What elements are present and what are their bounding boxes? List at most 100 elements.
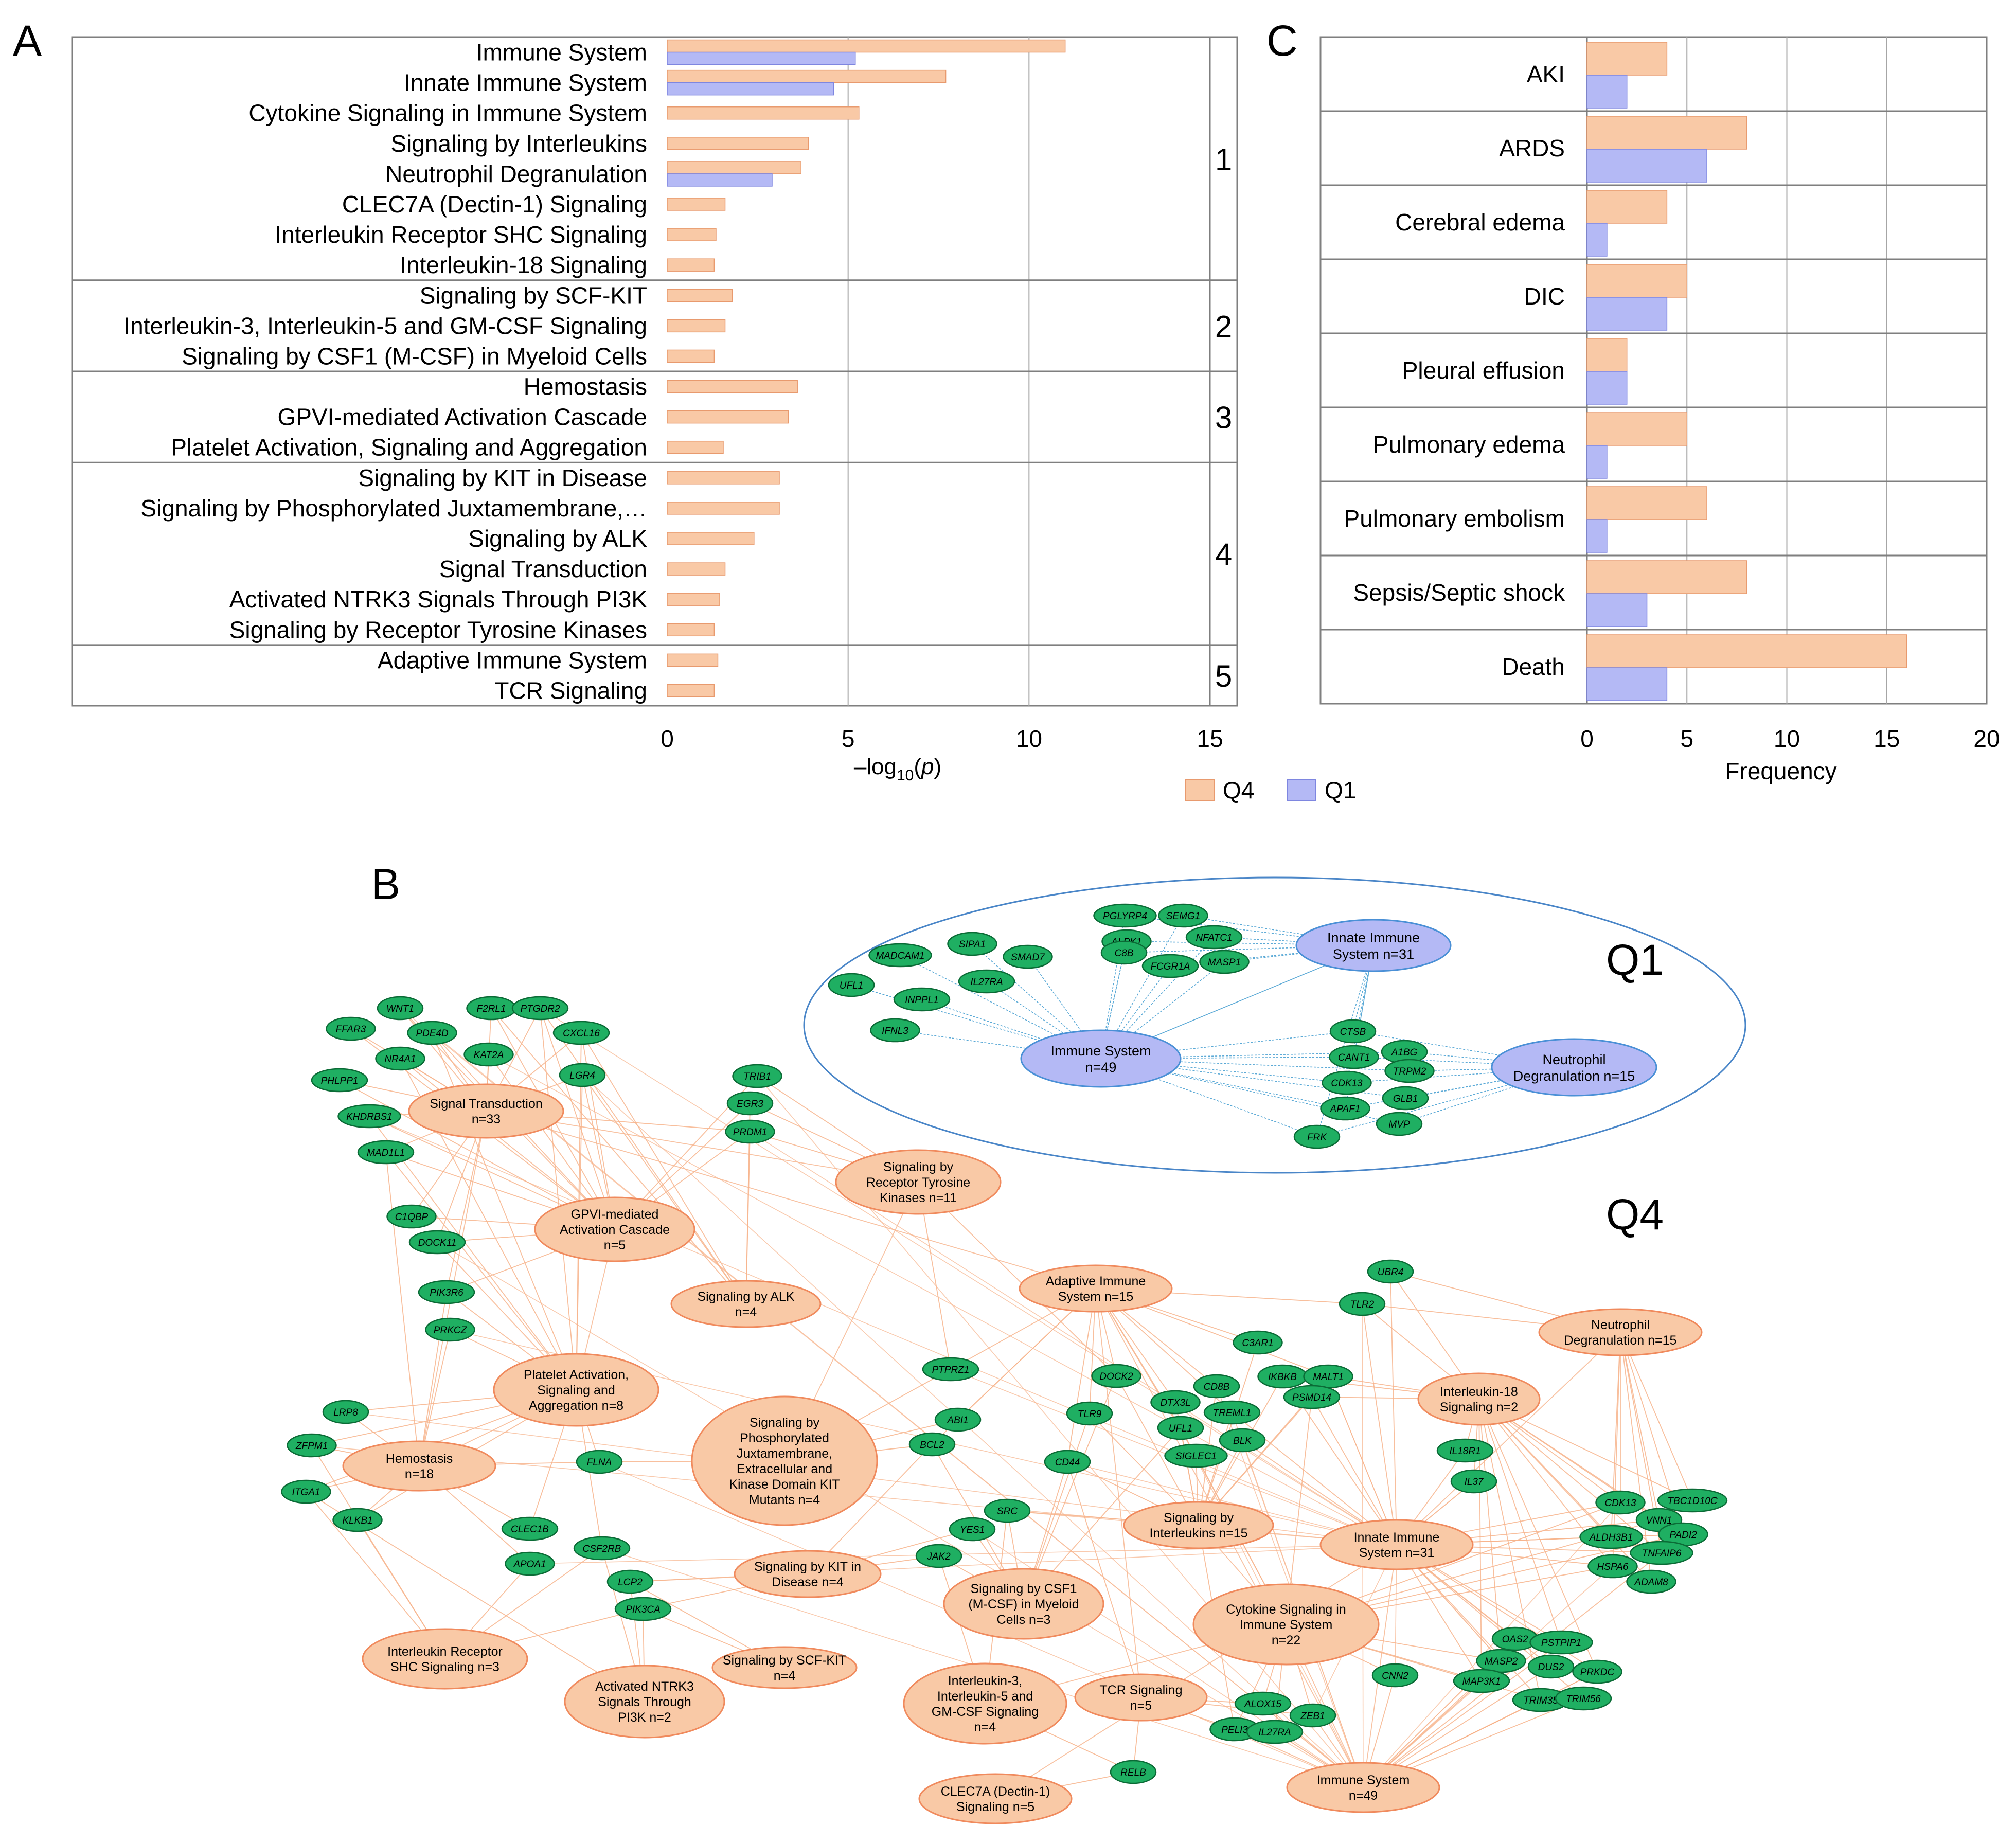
q4-gene-ellipse: [606, 1569, 654, 1594]
q1-gene-ellipse: [1199, 950, 1250, 974]
q1-group-label: Q1: [1606, 936, 1664, 984]
q4-gene-node: MALT1: [1303, 1364, 1353, 1389]
panel-c-xtick-label: 10: [1774, 725, 1800, 752]
panel-a-bar-q4: [667, 653, 719, 667]
q4-gene-label: KLKB1: [342, 1515, 372, 1526]
q1-edge: [1346, 1067, 1575, 1083]
q4-pathway-label: n=18: [405, 1467, 434, 1481]
q4-gene-node: YES1: [949, 1517, 996, 1542]
q1-gene-label: FRK: [1307, 1132, 1327, 1143]
q4-pathway-ellipse: [342, 1440, 496, 1492]
panel-a-category-label: GPVI-mediated Activation Cascade: [278, 404, 647, 431]
panel-c-category-label: Death: [1502, 653, 1565, 680]
q1-edge: [1345, 945, 1374, 1109]
q4-gene-ellipse: [407, 1021, 457, 1045]
q4-gene-node: F2RL1: [466, 996, 516, 1021]
q4-gene-label: PRDM1: [733, 1127, 768, 1138]
q1-gene-ellipse: [1384, 1059, 1435, 1083]
q4-gene-label: MAP3K1: [1462, 1676, 1501, 1687]
q4-edge: [529, 1544, 1397, 1564]
q4-gene-ellipse: [463, 1042, 514, 1067]
q4-edge: [1478, 1399, 1652, 1582]
panel-c-category-label: Cerebral edema: [1395, 209, 1565, 236]
q4-gene-ellipse: [915, 1544, 962, 1568]
q4-gene-node: PTGDR2: [511, 996, 569, 1021]
q4-gene-ellipse: [1527, 1654, 1575, 1679]
panel-c-bar-q1: [1586, 593, 1648, 627]
q1-pathway-label: System n=31: [1333, 946, 1414, 962]
panel-c-bar-q1: [1586, 75, 1628, 109]
q4-gene-node: UFL1: [1157, 1416, 1204, 1440]
q4-gene-label: ALOX15: [1244, 1699, 1281, 1710]
q4-pathway-label: Aggregation n=8: [529, 1399, 623, 1413]
q4-edge: [1067, 1461, 1141, 1698]
q4-gene-label: UFL1: [1169, 1423, 1192, 1434]
q4-gene-ellipse: [949, 1517, 996, 1542]
q4-edge: [437, 1242, 1364, 1788]
q4-gene-node: CLEC1B: [501, 1516, 559, 1541]
q1-gene-label: CDK13: [1331, 1078, 1363, 1089]
q4-gene-ellipse: [418, 1280, 475, 1304]
q4-gene-ellipse: [1572, 1659, 1622, 1684]
q4-gene-node: UBR4: [1367, 1259, 1414, 1284]
q1-enclosure: [803, 876, 1746, 1174]
q4-edge: [540, 1008, 615, 1230]
q1-pathway-label: Immune System: [1050, 1043, 1151, 1059]
q1-gene-label: CTSB: [1340, 1027, 1366, 1037]
q1-gene-node: TRPM2: [1384, 1059, 1435, 1083]
panel-a-category-label: Signaling by Receptor Tyrosine Kinases: [229, 616, 647, 643]
panel-a-bar-q4: [667, 471, 780, 485]
q1-gene-node: IFNL3: [870, 1018, 920, 1043]
panel-c-bar-q1: [1586, 371, 1628, 405]
q4-gene-ellipse: [1233, 1330, 1283, 1355]
q4-pathway-label: Signal Transduction: [430, 1097, 543, 1111]
q1-pathway-label: Innate Immune: [1327, 930, 1420, 945]
q4-edge: [385, 1152, 420, 1466]
q4-gene-label: MASP2: [1485, 1656, 1518, 1667]
q4-gene-label: CNN2: [1382, 1671, 1408, 1681]
q4-gene-ellipse: [1283, 1385, 1341, 1409]
panel-a-category-label: Signaling by ALK: [468, 525, 647, 552]
panel-a-category-label: Interleukin Receptor SHC Signaling: [275, 221, 647, 248]
q1-gene-ellipse: [1329, 1045, 1379, 1069]
q4-pathway-label: n=22: [1272, 1633, 1300, 1648]
q4-gene-ellipse: [1219, 1428, 1266, 1453]
q4-gene-ellipse: [326, 1016, 376, 1041]
q4-edge: [918, 1182, 1117, 1376]
panel-c-xlabel: Frequency: [1725, 758, 1836, 784]
q4-pathway-label: TCR Signaling: [1099, 1683, 1182, 1697]
q4-gene-ellipse: [922, 1357, 979, 1382]
panel-a-category-label: Interleukin-3, Interleukin-5 and GM-CSF …: [123, 312, 647, 339]
panel-a-category-label: TCR Signaling: [494, 677, 647, 704]
q4-edge: [486, 1111, 1096, 1289]
panel-a-xtick-label: 10: [1016, 725, 1042, 752]
q4-gene-ellipse: [1164, 1443, 1228, 1468]
q4-gene-label: PELI3: [1221, 1725, 1248, 1735]
q1-gene-node: FCGR1A: [1141, 954, 1199, 978]
panel-a-bar-q4: [667, 349, 715, 363]
q4-edge: [1478, 1399, 1598, 1672]
panel-c-category-label: AKI: [1527, 61, 1565, 87]
q4-pathway-ellipse: [903, 1662, 1067, 1745]
q4-gene-ellipse: [501, 1516, 559, 1541]
q4-pathway-label: Neutrophil: [1591, 1318, 1650, 1332]
panel-a-group-label: 3: [1215, 401, 1232, 435]
q4-gene-node: KAT2A: [463, 1042, 514, 1067]
q1-edge: [1100, 1058, 1346, 1109]
q4-pathway-label: Interleukin Receptor: [387, 1644, 503, 1659]
q4-gene-ellipse: [511, 996, 569, 1021]
q1-gene-node: MADCAM1: [868, 943, 932, 968]
q4-gene-node: CSF2RB: [573, 1536, 631, 1561]
q4-pathway-label: Signaling by SCF-KIT: [723, 1653, 846, 1668]
q4-gene-node: PRKDC: [1572, 1659, 1622, 1684]
q1-gene-node: SMAD7: [1003, 944, 1053, 969]
panel-c-bar-q1: [1586, 149, 1707, 183]
panel-a-bar-q4: [667, 39, 1066, 53]
q4-gene-node: LRP8: [322, 1400, 369, 1424]
q4-gene-label: PRKCZ: [434, 1325, 468, 1336]
panel-a-chart: 1 2 3 4 5 Immune System Innate Immune System Cy…: [13, 16, 1238, 784]
q4-pathway-label: Extracellular and: [737, 1462, 832, 1476]
q4-gene-label: ADAM8: [1634, 1577, 1668, 1588]
